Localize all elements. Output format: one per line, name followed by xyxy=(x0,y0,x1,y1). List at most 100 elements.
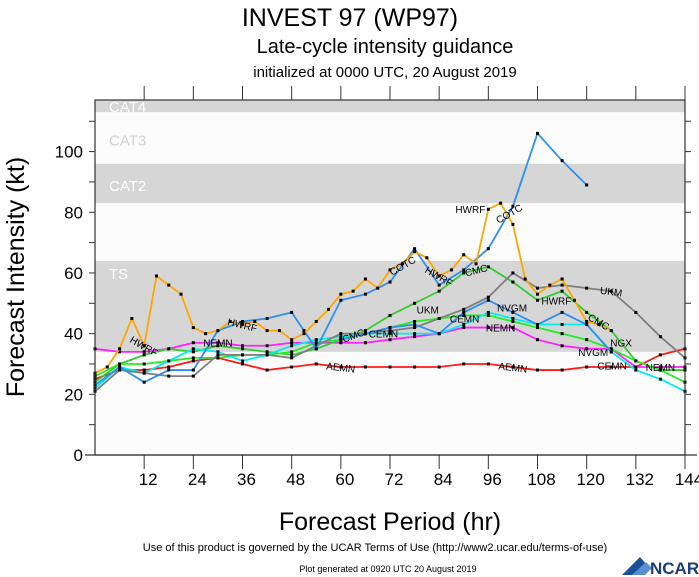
data-point xyxy=(560,323,564,327)
data-point xyxy=(142,362,146,366)
x-tick-label: 96 xyxy=(483,470,502,489)
ncar-logo: NCAR xyxy=(622,557,699,577)
data-point xyxy=(339,292,343,296)
data-point xyxy=(585,319,589,323)
series-label-hwrf: HWRF xyxy=(541,296,571,307)
data-point xyxy=(400,262,404,266)
data-point xyxy=(536,286,539,290)
data-point xyxy=(536,292,539,296)
x-tick-label: 60 xyxy=(335,470,354,489)
data-point xyxy=(437,283,441,287)
data-point xyxy=(388,365,392,369)
data-point xyxy=(511,326,515,330)
data-point xyxy=(142,350,146,354)
series-label-nemn: NEMN xyxy=(486,324,515,335)
series-label-ngx: NGX xyxy=(610,339,632,350)
x-tick-label: 36 xyxy=(237,470,256,489)
ncar-logo-text: NCAR xyxy=(650,559,699,577)
data-point xyxy=(658,377,662,381)
data-point xyxy=(536,323,539,327)
data-point xyxy=(486,313,490,317)
data-point xyxy=(523,277,527,281)
data-point xyxy=(486,298,490,302)
terms-of-use[interactable]: Use of this product is governed by the U… xyxy=(143,542,607,554)
data-point xyxy=(536,326,539,330)
data-point xyxy=(314,344,318,348)
data-point xyxy=(302,332,306,336)
data-point xyxy=(413,335,417,339)
data-point xyxy=(105,365,109,369)
data-point xyxy=(142,353,146,357)
data-point xyxy=(191,356,195,360)
data-point xyxy=(474,262,478,266)
data-point xyxy=(339,298,343,302)
data-point xyxy=(277,329,281,333)
data-point xyxy=(241,359,244,363)
y-tick-label: 60 xyxy=(64,264,83,283)
data-point xyxy=(634,310,638,314)
data-point xyxy=(265,350,269,354)
data-point xyxy=(658,368,662,372)
data-point xyxy=(499,201,503,205)
data-point xyxy=(363,365,367,369)
series-label-nvgm: NVGM xyxy=(497,303,527,314)
data-point xyxy=(339,332,343,336)
data-point xyxy=(167,347,171,351)
data-point xyxy=(388,268,392,272)
data-point xyxy=(216,356,220,360)
band-label-cat2: CAT2 xyxy=(109,178,146,195)
series-label-nvgm: NVGM xyxy=(578,348,608,359)
data-point xyxy=(609,329,613,333)
data-point xyxy=(216,341,220,345)
data-point xyxy=(511,316,515,320)
data-point xyxy=(265,353,269,357)
data-point xyxy=(142,368,146,372)
data-point xyxy=(634,365,638,369)
series-line-ngx xyxy=(340,299,612,353)
data-point xyxy=(314,347,318,351)
data-point xyxy=(290,350,294,354)
data-point xyxy=(609,365,613,369)
data-point xyxy=(216,350,220,354)
data-point xyxy=(241,347,244,351)
band-label-ts: TS xyxy=(109,266,128,283)
data-point xyxy=(327,307,331,311)
data-point xyxy=(388,329,392,333)
data-point xyxy=(462,362,466,366)
data-point xyxy=(462,307,466,311)
data-point xyxy=(228,319,232,323)
data-point xyxy=(314,338,318,342)
data-point xyxy=(376,286,380,290)
data-point xyxy=(216,344,220,348)
init-time: initialized at 0000 UTC, 20 August 2019 xyxy=(253,64,517,81)
data-point xyxy=(339,341,343,345)
data-point xyxy=(413,323,417,327)
data-point xyxy=(191,374,195,378)
series-label-cemn: CEMN xyxy=(597,361,626,372)
data-point xyxy=(437,332,441,336)
data-point xyxy=(560,289,564,293)
x-tick-label: 24 xyxy=(188,470,207,489)
data-point xyxy=(363,329,367,333)
data-point xyxy=(560,332,564,336)
data-point xyxy=(413,365,417,369)
x-tick-label: 84 xyxy=(434,470,453,489)
data-point xyxy=(191,350,195,354)
plot-generated: Plot generated at 0920 UTC 20 August 201… xyxy=(299,564,476,574)
data-point xyxy=(314,341,318,345)
data-point xyxy=(597,323,601,327)
data-point xyxy=(585,286,589,290)
data-point xyxy=(585,183,589,187)
data-point xyxy=(290,344,294,348)
axes: 12 24 36 48 60 72 84 96 108 120 132 144 0 20 40 60 80 100 xyxy=(55,86,699,489)
band-label-cat4: CAT4 xyxy=(109,99,146,116)
x-tick-label: 132 xyxy=(626,470,654,489)
y-tick-label: 80 xyxy=(64,203,83,222)
data-point xyxy=(437,274,441,278)
series-line-cotc xyxy=(94,131,588,386)
data-point xyxy=(585,365,589,369)
data-point xyxy=(449,268,453,272)
data-point xyxy=(142,344,146,348)
x-tick-label: 12 xyxy=(139,470,158,489)
data-point xyxy=(191,347,195,351)
